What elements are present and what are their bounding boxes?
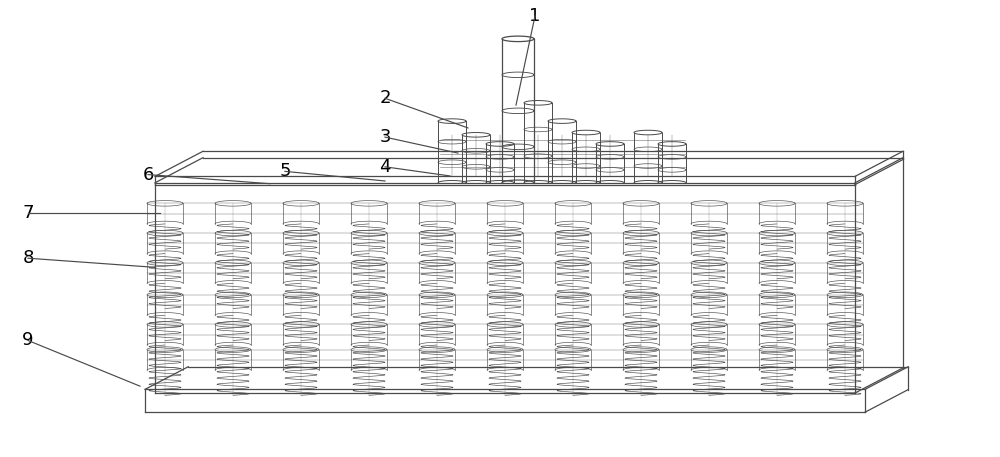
Text: 7: 7	[22, 203, 34, 222]
Text: 1: 1	[529, 7, 541, 25]
Text: 5: 5	[279, 162, 291, 181]
Text: 3: 3	[379, 128, 391, 146]
Text: 8: 8	[22, 249, 34, 267]
Text: 6: 6	[142, 165, 154, 184]
Text: 2: 2	[379, 89, 391, 107]
Text: 4: 4	[379, 158, 391, 176]
Text: 9: 9	[22, 331, 34, 350]
